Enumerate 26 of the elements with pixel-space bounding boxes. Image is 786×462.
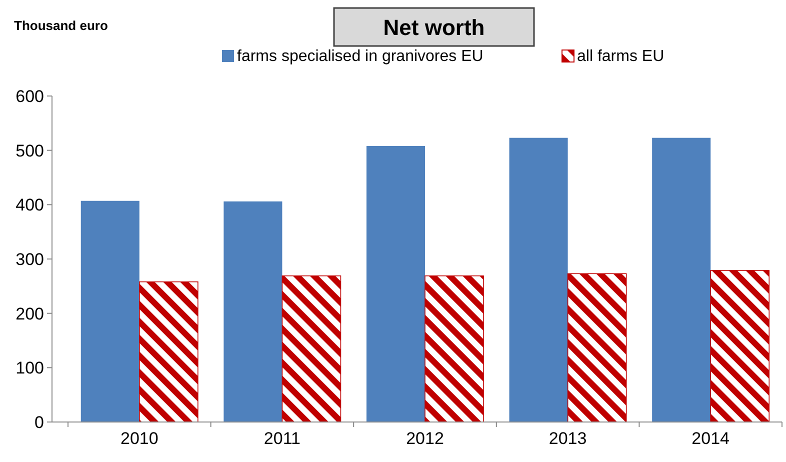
y-tick-label: 600 — [16, 86, 44, 106]
bar — [509, 138, 568, 422]
bar — [652, 138, 711, 422]
x-tick-label: 2014 — [692, 429, 730, 448]
bar — [282, 275, 342, 422]
bar — [139, 281, 198, 422]
y-tick-label: 200 — [16, 304, 44, 324]
y-tick-label: 0 — [34, 412, 44, 432]
bar — [424, 275, 484, 422]
y-axis-title: Thousand euro — [14, 18, 108, 33]
bar — [366, 146, 425, 422]
legend-label: farms specialised in granivores EU — [237, 48, 484, 65]
y-tick-label: 500 — [16, 141, 44, 160]
bar — [224, 201, 282, 422]
bar — [710, 270, 770, 422]
bar — [80, 200, 140, 422]
y-tick-label: 100 — [16, 358, 44, 378]
chart-title: Net worth — [383, 15, 485, 40]
x-tick-label: 2011 — [264, 429, 300, 448]
legend-label: all farms EU — [577, 48, 664, 65]
x-tick-label: 2010 — [120, 429, 158, 448]
x-tick-label: 2013 — [548, 429, 587, 448]
y-tick-label: 400 — [16, 196, 44, 215]
x-tick-label: 2012 — [406, 429, 444, 448]
y-tick-label: 300 — [16, 250, 44, 269]
bar — [567, 273, 627, 422]
